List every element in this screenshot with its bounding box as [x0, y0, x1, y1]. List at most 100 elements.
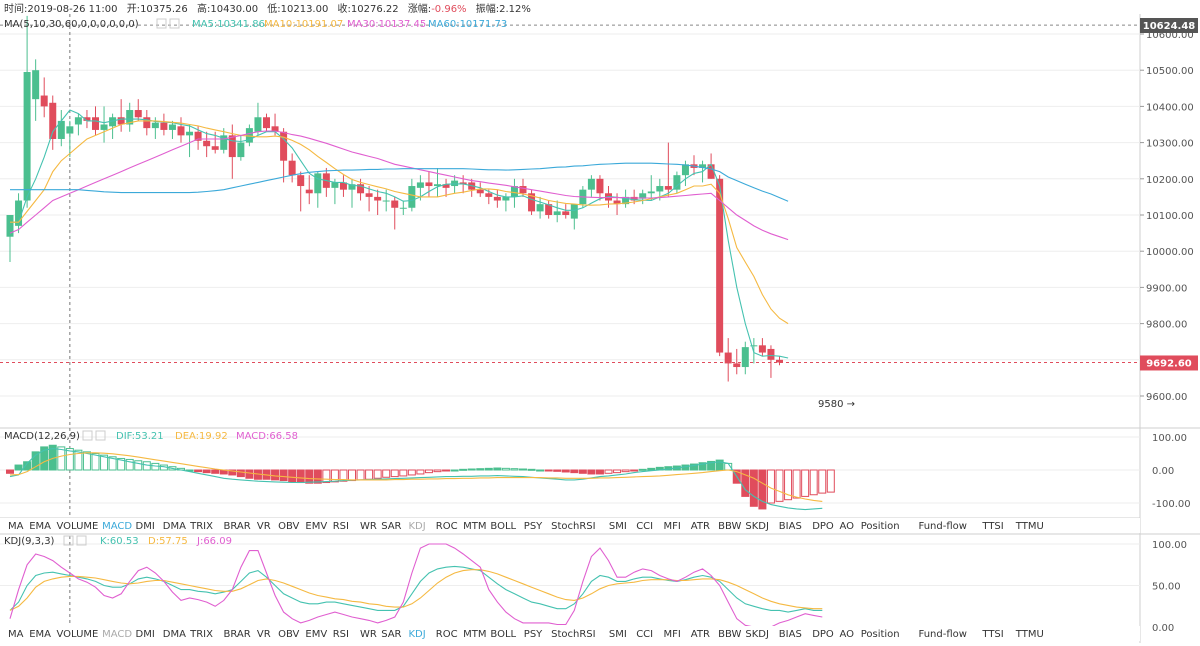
- candle[interactable]: [109, 113, 117, 139]
- candle[interactable]: [339, 175, 347, 197]
- indicator-button-stochrsi[interactable]: StochRSI: [551, 629, 595, 640]
- indicator-button-sar[interactable]: SAR: [381, 521, 401, 532]
- macd-legend-settings-icon[interactable]: [82, 430, 93, 441]
- indicator-button-ma[interactable]: MA: [8, 521, 24, 532]
- indicator-button-trix[interactable]: TRIX: [189, 629, 213, 640]
- candle[interactable]: [288, 153, 296, 183]
- indicator-button-dmi[interactable]: DMI: [136, 629, 155, 640]
- candle[interactable]: [331, 178, 339, 205]
- candle[interactable]: [553, 200, 561, 223]
- indicator-button-vr[interactable]: VR: [257, 629, 271, 640]
- candle[interactable]: [562, 204, 570, 219]
- candle[interactable]: [536, 196, 544, 219]
- candle[interactable]: [263, 113, 270, 132]
- indicator-button-cci[interactable]: CCI: [636, 521, 653, 532]
- indicator-button-vr[interactable]: VR: [257, 521, 271, 532]
- indicator-button-fund-flow[interactable]: Fund-flow: [919, 629, 967, 640]
- indicator-toolbar-macd[interactable]: MA EMA VOLUME MACD DMI DMA TRIX BRAR VR OBV EMV RSI…: [0, 518, 1140, 533]
- candle[interactable]: [57, 110, 65, 147]
- indicator-button-mtm[interactable]: MTM: [463, 629, 486, 640]
- candle[interactable]: [126, 102, 134, 132]
- candle[interactable]: [741, 341, 749, 375]
- indicator-button-trix[interactable]: TRIX: [189, 521, 213, 532]
- candle[interactable]: [66, 120, 74, 158]
- candle[interactable]: [545, 200, 553, 219]
- indicator-button-bbw[interactable]: BBW: [718, 521, 741, 532]
- candle[interactable]: [100, 106, 108, 143]
- candle[interactable]: [117, 99, 125, 132]
- indicator-toolbar-kdj[interactable]: MA EMA VOLUME MACD DMI DMA TRIX BRAR VR OBV EMV RSI…: [0, 626, 1140, 641]
- indicator-button-sar[interactable]: SAR: [381, 629, 401, 640]
- indicator-button-dmi[interactable]: DMI: [136, 521, 155, 532]
- indicator-button-rsi[interactable]: RSI: [333, 629, 349, 640]
- candle[interactable]: [254, 102, 262, 136]
- indicator-button-kdj[interactable]: KDJ: [409, 629, 426, 640]
- candle[interactable]: [776, 356, 783, 366]
- candle[interactable]: [23, 15, 31, 208]
- indicator-button-ema[interactable]: EMA: [29, 521, 51, 532]
- candle[interactable]: [570, 204, 578, 230]
- indicator-button-mfi[interactable]: MFI: [664, 629, 681, 640]
- indicator-button-roc[interactable]: ROC: [436, 629, 458, 640]
- indicator-button-position[interactable]: Position: [861, 521, 900, 532]
- candle[interactable]: [374, 189, 382, 215]
- indicator-button-dpo[interactable]: DPO: [812, 629, 834, 640]
- ma-legend-close-icon[interactable]: [169, 18, 180, 29]
- candle[interactable]: [587, 175, 595, 197]
- candle[interactable]: [40, 77, 48, 118]
- indicator-button-mtm[interactable]: MTM: [463, 521, 486, 532]
- indicator-button-dma[interactable]: DMA: [163, 521, 186, 532]
- indicator-button-ttsi[interactable]: TTSI: [981, 629, 1003, 640]
- indicator-button-skdj[interactable]: SKDJ: [745, 521, 769, 532]
- indicator-button-smi[interactable]: SMI: [609, 521, 627, 532]
- candle[interactable]: [476, 182, 484, 197]
- candle[interactable]: [767, 345, 775, 378]
- candle[interactable]: [391, 196, 399, 230]
- indicator-button-psy[interactable]: PSY: [524, 629, 543, 640]
- kdj-legend-settings-icon[interactable]: [63, 535, 74, 546]
- indicator-button-bias[interactable]: BIAS: [779, 521, 802, 532]
- candle[interactable]: [758, 338, 766, 357]
- candle[interactable]: [733, 348, 741, 375]
- candle[interactable]: [186, 124, 194, 158]
- kdj-legend-close-icon[interactable]: [76, 535, 87, 546]
- indicator-button-dpo[interactable]: DPO: [812, 521, 834, 532]
- indicator-button-obv[interactable]: OBV: [278, 521, 299, 532]
- candle[interactable]: [639, 189, 647, 205]
- indicator-button-mfi[interactable]: MFI: [664, 521, 681, 532]
- indicator-button-fund-flow[interactable]: Fund-flow: [919, 521, 967, 532]
- candle[interactable]: [314, 171, 322, 208]
- indicator-button-macd[interactable]: MACD: [102, 629, 132, 640]
- indicator-button-boll[interactable]: BOLL: [490, 629, 516, 640]
- indicator-button-volume[interactable]: VOLUME: [57, 629, 99, 640]
- candle[interactable]: [74, 113, 82, 136]
- candle[interactable]: [365, 186, 373, 212]
- kdj-pane[interactable]: [9, 543, 823, 628]
- indicator-button-dma[interactable]: DMA: [163, 629, 186, 640]
- indicator-button-ttmu[interactable]: TTMU: [1015, 629, 1044, 640]
- macd-pane[interactable]: [6, 444, 835, 511]
- candle[interactable]: [528, 189, 536, 215]
- candle[interactable]: [160, 113, 168, 136]
- candle[interactable]: [596, 175, 604, 201]
- indicator-button-ttmu[interactable]: TTMU: [1015, 521, 1044, 532]
- price-pane[interactable]: [6, 15, 789, 382]
- candle[interactable]: [32, 59, 40, 121]
- indicator-button-ao[interactable]: AO: [840, 521, 855, 532]
- candle[interactable]: [707, 153, 715, 179]
- indicator-button-ao[interactable]: AO: [840, 629, 855, 640]
- candle[interactable]: [237, 135, 245, 161]
- candle[interactable]: [348, 178, 356, 208]
- indicator-button-cci[interactable]: CCI: [636, 629, 653, 640]
- candle[interactable]: [399, 200, 407, 215]
- indicator-button-position[interactable]: Position: [861, 629, 900, 640]
- indicator-button-ma[interactable]: MA: [8, 629, 24, 640]
- indicator-button-atr[interactable]: ATR: [691, 629, 710, 640]
- candle[interactable]: [442, 178, 450, 197]
- candle[interactable]: [664, 142, 672, 197]
- candle[interactable]: [245, 124, 253, 147]
- candle[interactable]: [502, 193, 510, 212]
- candle[interactable]: [203, 131, 211, 158]
